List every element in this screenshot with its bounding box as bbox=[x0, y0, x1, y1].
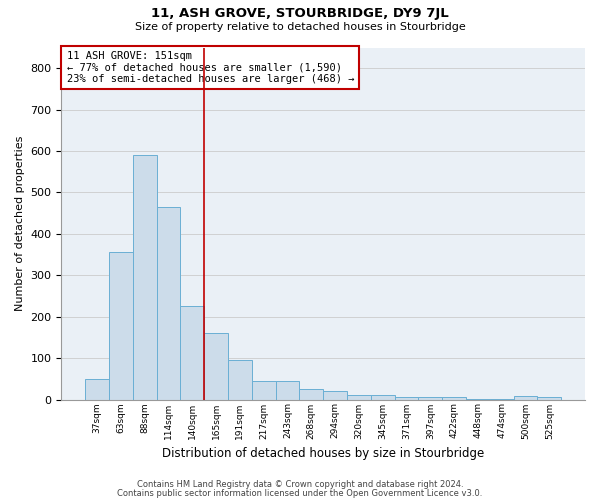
Bar bbox=[466, 398, 490, 400]
Bar bbox=[228, 360, 252, 400]
Y-axis label: Number of detached properties: Number of detached properties bbox=[15, 136, 25, 311]
Bar bbox=[323, 391, 347, 400]
Bar bbox=[371, 396, 395, 400]
Bar bbox=[514, 396, 538, 400]
Bar bbox=[252, 381, 275, 400]
Text: 11 ASH GROVE: 151sqm
← 77% of detached houses are smaller (1,590)
23% of semi-de: 11 ASH GROVE: 151sqm ← 77% of detached h… bbox=[67, 51, 354, 84]
Text: Size of property relative to detached houses in Stourbridge: Size of property relative to detached ho… bbox=[134, 22, 466, 32]
Text: 11, ASH GROVE, STOURBRIDGE, DY9 7JL: 11, ASH GROVE, STOURBRIDGE, DY9 7JL bbox=[151, 8, 449, 20]
Bar bbox=[490, 398, 514, 400]
Bar bbox=[395, 398, 418, 400]
Bar bbox=[418, 398, 442, 400]
Bar bbox=[442, 398, 466, 400]
Bar bbox=[181, 306, 204, 400]
Bar bbox=[133, 155, 157, 400]
Bar bbox=[299, 389, 323, 400]
Bar bbox=[538, 398, 561, 400]
Text: Contains HM Land Registry data © Crown copyright and database right 2024.: Contains HM Land Registry data © Crown c… bbox=[137, 480, 463, 489]
Bar bbox=[109, 252, 133, 400]
Bar bbox=[275, 381, 299, 400]
Text: Contains public sector information licensed under the Open Government Licence v3: Contains public sector information licen… bbox=[118, 488, 482, 498]
Bar bbox=[347, 396, 371, 400]
Bar bbox=[204, 334, 228, 400]
X-axis label: Distribution of detached houses by size in Stourbridge: Distribution of detached houses by size … bbox=[162, 447, 484, 460]
Bar bbox=[157, 207, 181, 400]
Bar bbox=[85, 379, 109, 400]
